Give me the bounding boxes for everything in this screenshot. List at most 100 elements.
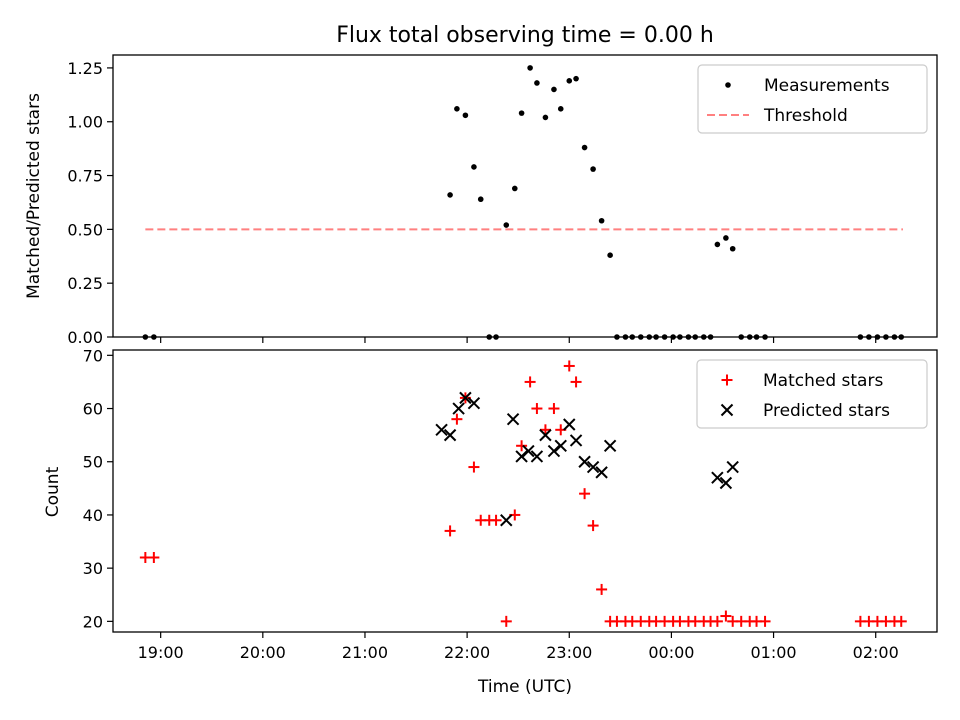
y-tick-label: 0.25 [67, 274, 103, 293]
y-tick-label: 30 [83, 559, 103, 578]
y-tick-label: 40 [83, 506, 103, 525]
legend: Matched stars Predicted stars [696, 359, 928, 429]
measurement-point [707, 334, 714, 340]
predicted-stars-point [506, 412, 520, 426]
predicted-stars-point [569, 434, 583, 447]
measurement-point [723, 235, 729, 241]
measurement-point [454, 106, 460, 112]
matched-stars-point [895, 615, 907, 627]
measurement-point [607, 252, 613, 258]
measurement-point [151, 334, 157, 340]
matched-stars-point [516, 440, 528, 452]
measurement-point [566, 78, 573, 84]
measurement-point [581, 144, 588, 151]
predicted-stars-point [726, 460, 739, 474]
matched-stars-point [596, 583, 608, 595]
measurement-point [646, 334, 653, 340]
y-tick-label: 1.25 [67, 59, 103, 78]
measurement-point [527, 65, 533, 71]
matched-stars-point [579, 488, 591, 500]
legend-label: Matched stars [763, 371, 883, 391]
predicted-stars-point [435, 423, 448, 437]
measurement-point [857, 334, 864, 340]
predicted-stars-point [539, 428, 552, 442]
y-tick-label: 1.00 [67, 113, 103, 132]
chart-title: Flux total observing time = 0.00 h [336, 23, 714, 48]
measurement-point [493, 334, 499, 340]
predicted-stars-point [500, 514, 513, 527]
predicted-stars-point [452, 402, 465, 415]
predicted-stars-point [603, 439, 617, 452]
predicted-stars-point [586, 460, 600, 474]
measurement-point [142, 334, 149, 340]
predicted-stars-point [515, 450, 528, 463]
x-tick-label: 20:00 [240, 643, 286, 662]
measurement-point [700, 334, 707, 340]
x-tick-label: 02:00 [853, 643, 899, 662]
measurement-point [753, 334, 760, 340]
plot-frame [112, 54, 938, 338]
matched-stars-point [548, 403, 560, 415]
measurement-point [486, 334, 493, 340]
predicted-stars-point [711, 471, 724, 484]
measurement-point [622, 334, 629, 340]
matched-stars-point [711, 615, 723, 627]
matched-stars-point [563, 360, 575, 372]
measurement-point [866, 334, 872, 340]
measurement-point [883, 334, 889, 340]
x-tick-label: 19:00 [138, 643, 184, 662]
measurement-point [573, 75, 579, 82]
legend-label: Predicted stars [763, 401, 890, 421]
measurement-point [746, 334, 753, 340]
y-tick-label: 50 [83, 453, 103, 472]
measurement-point [685, 334, 692, 340]
matched-stars-point [451, 413, 463, 425]
measurement-point [670, 334, 676, 340]
matched-stars-point [444, 525, 456, 537]
y-tick-label: 70 [83, 346, 103, 365]
measurement-point [557, 106, 564, 112]
matched-stars-point [500, 615, 512, 627]
bottom-y-axis-label: Count [43, 466, 63, 517]
legend: Measurements Threshold [697, 64, 928, 134]
x-axis-label: Time (UTC) [477, 677, 572, 697]
predicted-stars-point [578, 455, 591, 468]
predicted-stars-point [719, 476, 733, 490]
measurement-point [518, 110, 525, 116]
measurement-point [590, 166, 596, 172]
measurement-point [551, 86, 557, 93]
y-tick-label: 0.75 [67, 167, 103, 186]
matched-stars-point [524, 376, 536, 388]
predicted-stars-point [595, 466, 608, 479]
predicted-stars-point [530, 450, 544, 463]
legend-box [697, 64, 928, 134]
matched-stars-point [539, 424, 551, 436]
matched-stars-point [148, 552, 160, 564]
x-tick-label: 23:00 [546, 643, 592, 662]
measurement-point [614, 334, 620, 340]
matched-stars-point [720, 610, 732, 622]
measurement-point [462, 112, 469, 119]
legend-box [696, 359, 928, 429]
matched-stars-point [759, 615, 771, 627]
measurement-point [891, 334, 898, 340]
x-tick-label: 22:00 [444, 643, 490, 662]
legend-label: Threshold [763, 106, 848, 126]
matched-stars-point [570, 376, 582, 388]
predicted-stars-point [522, 444, 535, 458]
predicted-stars-point [443, 428, 457, 442]
measurement-point [729, 245, 736, 252]
x-tick-label: 01:00 [751, 643, 797, 662]
matched-stars-point [531, 403, 543, 415]
predicted-stars-point [547, 444, 561, 458]
measurement-point [598, 217, 605, 224]
legend-label: Measurements [764, 76, 890, 96]
flux-ratio-panel: 0.00 0.25 0.50 0.75 1.00 1.25 Measurements Thre… [67, 54, 938, 347]
measurement-point [874, 334, 881, 340]
matched-stars-point [490, 514, 502, 526]
measurement-point [503, 222, 510, 228]
predicted-stars-point [467, 397, 481, 410]
matched-stars-point [587, 520, 599, 532]
predicted-stars-point [563, 418, 576, 431]
star-count-panel: 20 30 40 50 60 70 19:00 20:00 21:00 22:00 23:00 00:… [83, 346, 938, 662]
